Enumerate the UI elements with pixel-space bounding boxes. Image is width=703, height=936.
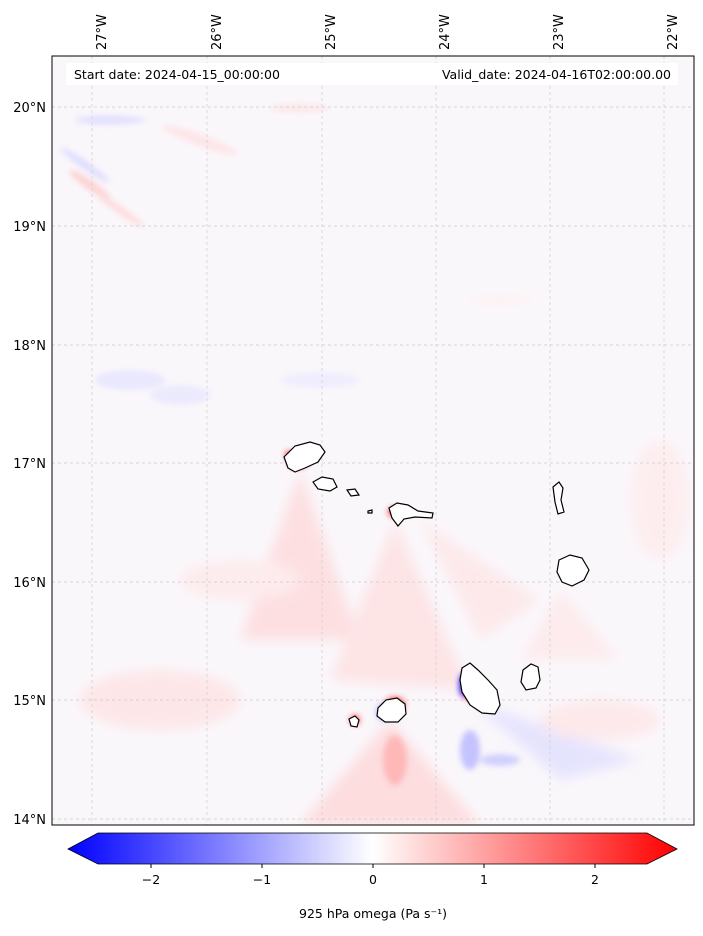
colorbar-title: 925 hPa omega (Pa s⁻¹) [299,906,447,921]
colorbar: −2 −1 0 1 2 925 hPa omega (Pa s⁻¹) [67,832,678,921]
omega-field [52,56,694,825]
lon-tick-label: 22°W [666,14,681,50]
island-raso [367,509,373,514]
lat-tick-labels: 20°N 19°N 18°N 17°N 16°N 15°N 14°N [13,101,46,828]
lat-tick-label: 19°N [13,220,46,235]
colorbar-tick-label: −2 [142,872,160,887]
lon-tick-label: 23°W [552,14,567,50]
coastlines [283,441,590,728]
lat-tick-label: 15°N [13,694,46,709]
island-sao-vicente [312,476,338,492]
colorbar-tick-label: 0 [369,872,377,887]
start-date-label: Start date: 2024-04-15_00:00:00 [74,67,280,82]
island-maio [520,663,541,691]
island-fogo [376,697,407,723]
lon-tick-label: 25°W [324,14,339,50]
lon-tick-label: 26°W [210,14,225,50]
gridlines [52,56,694,825]
island-sal [552,481,565,515]
colorbar-body [67,832,678,865]
lat-tick-label: 16°N [13,576,46,591]
island-santa-luzia [345,488,361,497]
island-brava [348,715,360,728]
colorbar-tick-label: 2 [591,872,599,887]
island-sao-nicolau [388,502,434,527]
island-boa-vista [556,554,590,587]
lat-tick-label: 17°N [13,457,46,472]
colorbar-tick-label: 1 [480,872,488,887]
valid-date-label: Valid_date: 2024-04-16T02:00:00.00 [442,67,671,82]
header-box [66,63,678,85]
island-santo-antao [283,441,326,473]
lon-tick-label: 24°W [438,14,453,50]
colorbar-ticks [150,864,596,868]
island-santiago [459,662,501,715]
lat-tick-label: 14°N [13,813,46,828]
colorbar-tick-label: −1 [253,872,271,887]
lon-tick-label: 27°W [95,14,110,50]
map-frame [51,55,695,826]
lon-tick-labels: 27°W 26°W 25°W 24°W 23°W 22°W [95,14,681,50]
lat-tick-label: 18°N [13,339,46,354]
lat-tick-label: 20°N [13,101,46,116]
